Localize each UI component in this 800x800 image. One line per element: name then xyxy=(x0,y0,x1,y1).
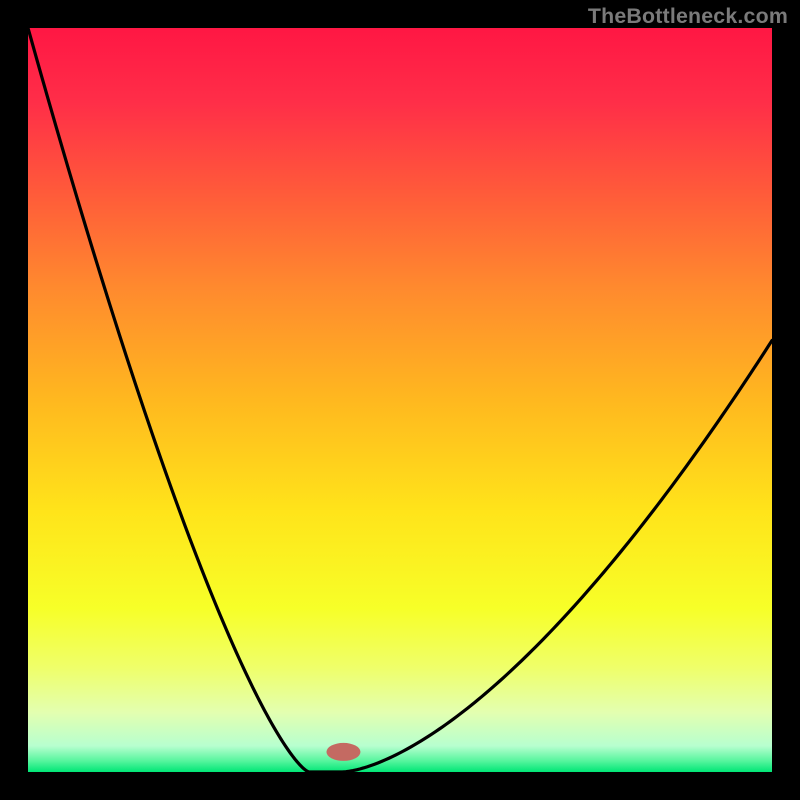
chart-svg xyxy=(0,0,800,800)
optimum-marker xyxy=(326,743,360,761)
watermark-text: TheBottleneck.com xyxy=(588,4,788,29)
chart-frame: TheBottleneck.com xyxy=(0,0,800,800)
